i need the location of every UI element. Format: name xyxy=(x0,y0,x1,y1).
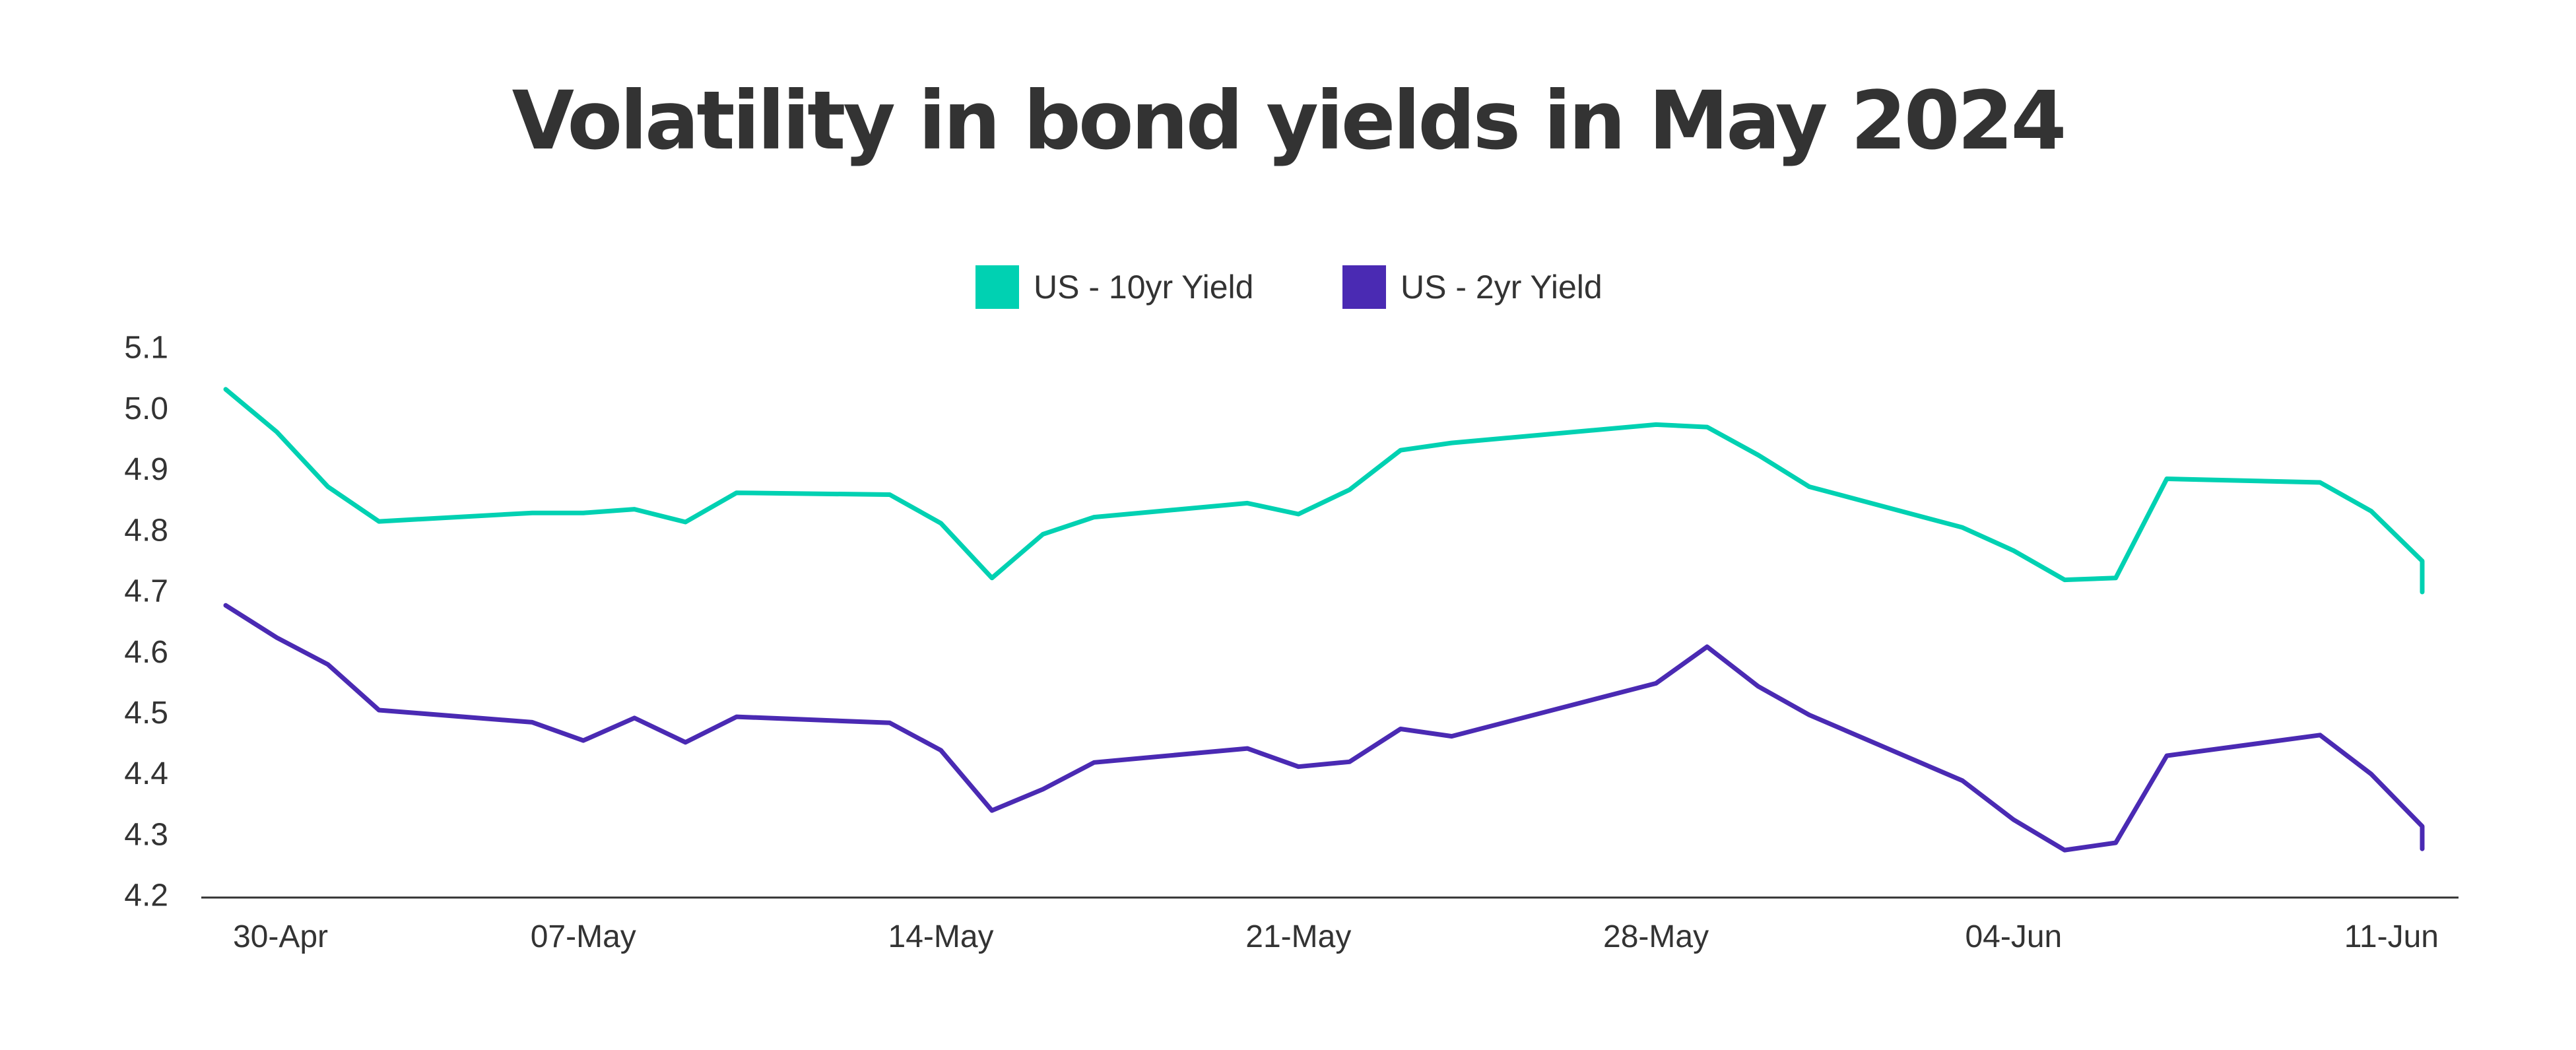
y-tick-label: 4.5 xyxy=(124,696,168,731)
y-tick-label: 4.9 xyxy=(124,452,168,487)
y-tick-label: 4.4 xyxy=(124,756,168,791)
y-tick-label: 4.7 xyxy=(124,574,168,609)
legend-item-2yr[interactable]: US - 2yr Yield xyxy=(1342,261,1602,313)
y-tick-label: 4.8 xyxy=(124,513,168,548)
y-tick-label: 5.0 xyxy=(124,391,168,426)
x-tick-label: 07-May xyxy=(531,919,636,954)
legend-swatch-10yr xyxy=(975,265,1019,309)
y-tick-label: 4.2 xyxy=(124,878,168,913)
legend-label-10yr: US - 10yr Yield xyxy=(1034,269,1254,306)
chart-title: Volatility in bond yields in May 2024 xyxy=(512,74,2067,168)
legend: US - 10yr Yield US - 2yr Yield xyxy=(0,261,2576,313)
legend-swatch-2yr xyxy=(1342,265,1386,309)
legend-label-2yr: US - 2yr Yield xyxy=(1401,269,1602,306)
x-tick-label: 21-May xyxy=(1245,919,1351,954)
series-line-2yr xyxy=(223,603,2425,853)
series-line-10yr xyxy=(223,387,2425,595)
x-tick-label: 30-Apr xyxy=(233,919,328,954)
x-tick-label: 04-Jun xyxy=(1965,919,2062,954)
y-tick-label: 4.6 xyxy=(124,635,168,670)
x-tick-label: 28-May xyxy=(1603,919,1709,954)
x-tick-label: 14-May xyxy=(888,919,994,954)
y-tick-label: 4.3 xyxy=(124,817,168,852)
x-tick-label: 11-Jun xyxy=(2344,919,2439,954)
y-tick-label: 5.1 xyxy=(124,331,168,366)
legend-item-10yr[interactable]: US - 10yr Yield xyxy=(975,261,1253,313)
